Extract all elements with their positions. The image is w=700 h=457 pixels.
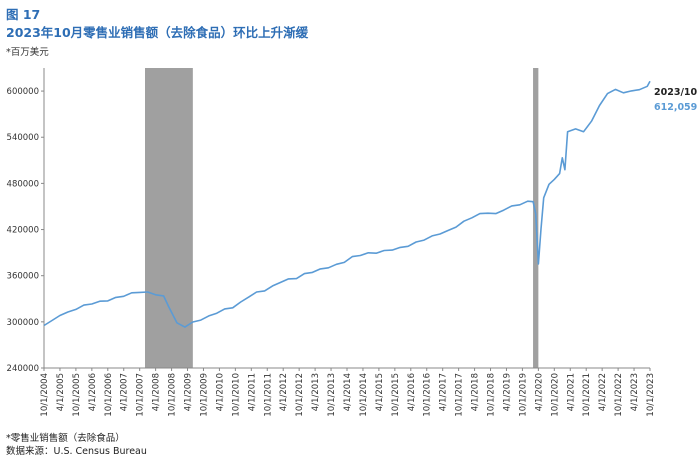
x-tick-label: 10/1/2011 — [263, 373, 273, 417]
x-tick-label: 4/1/2009 — [184, 373, 194, 411]
x-tick-label: 4/1/2006 — [88, 373, 98, 411]
y-tick-label: 420000 — [7, 226, 39, 236]
x-tick-label: 4/1/2020 — [534, 373, 544, 411]
x-tick-label: 4/1/2011 — [247, 373, 257, 411]
axes — [43, 68, 650, 369]
series-line — [43, 80, 651, 328]
x-tick-label: 4/1/2019 — [502, 373, 512, 411]
x-tick-label: 4/1/2005 — [56, 373, 66, 411]
x-tick-label: 10/1/2021 — [582, 373, 592, 417]
x-tick-label: 4/1/2017 — [439, 373, 449, 411]
x-tick-label: 10/1/2010 — [231, 373, 241, 417]
x-tick-label: 10/1/2019 — [518, 373, 528, 417]
x-tick-label: 4/1/2013 — [311, 373, 321, 411]
x-tick-label: 10/1/2022 — [614, 373, 624, 417]
y-tick-label: 540000 — [7, 133, 39, 143]
x-tick-label: 4/1/2016 — [407, 373, 417, 411]
x-tick-label: 10/1/2018 — [487, 373, 497, 417]
x-tick-label: 10/1/2007 — [136, 373, 146, 417]
x-tick-label: 10/1/2004 — [40, 373, 50, 417]
x-tick-label: 10/1/2016 — [423, 373, 433, 417]
footnote: *零售业销售额（去除食品） — [6, 433, 125, 444]
x-tick-label: 10/1/2006 — [104, 373, 114, 417]
x-tick-label: 4/1/2007 — [120, 373, 130, 411]
x-tick-label: 4/1/2021 — [566, 373, 576, 411]
x-tick-label: 4/1/2012 — [279, 373, 289, 411]
y-tick-label: 480000 — [7, 179, 39, 189]
y-tick-label: 600000 — [7, 87, 39, 97]
x-tick-label: 4/1/2010 — [215, 373, 225, 411]
x-axis-ticks: 10/1/2004 4/1/2005 10/1/2005 4/1/2006 10/1/2… — [40, 368, 656, 417]
x-tick-label: 10/1/2008 — [168, 373, 178, 417]
x-tick-label: 4/1/2023 — [630, 373, 640, 411]
x-tick-label: 10/1/2009 — [199, 373, 209, 417]
y-axis-ticks: 600000 540000 480000 420000 360000 300000 2400… — [7, 87, 44, 374]
annotation-value: 612,059 — [654, 102, 697, 113]
x-tick-label: 4/1/2022 — [598, 373, 608, 411]
recession-band — [145, 68, 193, 368]
source-note: 数据来源：U.S. Census Bureau — [6, 446, 147, 457]
x-tick-label: 10/1/2020 — [550, 373, 560, 417]
figure-label: 图 17 — [6, 7, 41, 22]
x-tick-label: 10/1/2012 — [295, 373, 305, 417]
y-tick-label: 360000 — [7, 272, 39, 282]
x-tick-label: 10/1/2014 — [359, 373, 369, 417]
y-unit-label: *百万美元 — [6, 47, 49, 58]
y-tick-label: 300000 — [7, 318, 39, 328]
x-tick-label: 4/1/2018 — [471, 373, 481, 411]
annotation-date: 2023/10 — [654, 87, 698, 98]
x-tick-label: 10/1/2013 — [327, 373, 337, 417]
x-tick-label: 10/1/2023 — [646, 373, 656, 417]
x-tick-label: 10/1/2015 — [391, 373, 401, 417]
x-tick-label: 10/1/2017 — [455, 373, 465, 417]
x-tick-label: 4/1/2014 — [343, 373, 353, 411]
x-tick-label: 4/1/2015 — [375, 373, 385, 411]
x-tick-label: 10/1/2005 — [72, 373, 82, 417]
y-tick-label: 240000 — [7, 364, 39, 374]
x-tick-label: 4/1/2008 — [152, 373, 162, 411]
recession-bands — [145, 68, 539, 368]
chart-title: 2023年10月零售业销售额（去除食品）环比上升渐缓 — [6, 25, 309, 40]
series — [43, 80, 651, 328]
